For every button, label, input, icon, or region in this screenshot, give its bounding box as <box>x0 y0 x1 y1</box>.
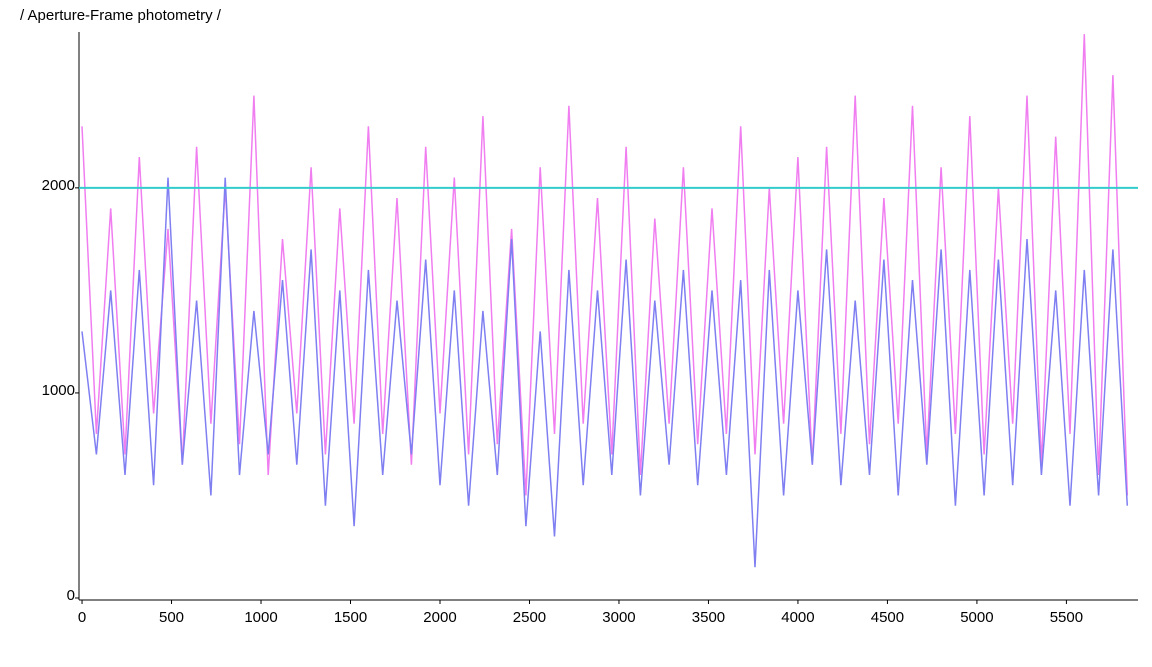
series-line <box>81 34 1129 496</box>
chart-title: / Aperture-Frame photometry / <box>20 7 222 24</box>
x-tick-label: 2500 <box>513 609 546 626</box>
y-tick-label: 0 <box>67 587 75 604</box>
x-tick-label: 5500 <box>1050 609 1083 626</box>
x-tick-label: 3000 <box>602 609 635 626</box>
series-line <box>81 177 1129 568</box>
x-tick-label: 5000 <box>960 609 993 626</box>
y-tick-label: 2000 <box>42 177 75 194</box>
x-tick-label: 0 <box>78 609 86 626</box>
x-tick-label: 4500 <box>871 609 904 626</box>
x-tick-label: 4000 <box>781 609 814 626</box>
x-tick-label: 1500 <box>334 609 367 626</box>
x-tick-label: 2000 <box>423 609 456 626</box>
x-tick-label: 3500 <box>692 609 725 626</box>
y-tick-label: 1000 <box>42 382 75 399</box>
x-tick-label: 500 <box>159 609 184 626</box>
x-tick-label: 1000 <box>244 609 277 626</box>
